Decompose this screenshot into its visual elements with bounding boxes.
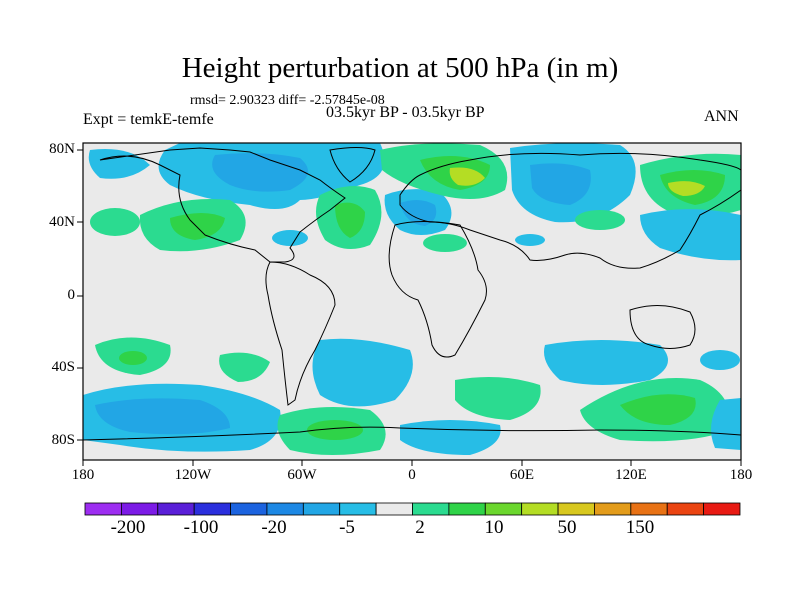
colorbar-label: -200 <box>110 517 146 538</box>
lat-label-80s: 80S <box>51 432 75 448</box>
colorbar-swatch <box>302 502 341 516</box>
contour-region-sio-pos <box>455 376 541 420</box>
colorbar-swatch <box>666 502 705 516</box>
colorbar-label: 2 <box>415 517 425 538</box>
coastline-greenland <box>329 147 376 183</box>
stats-text: rmsd= 2.90323 diff= -2.57845e-08 <box>190 93 385 108</box>
coastline-antarctica <box>83 426 741 441</box>
colorbar-swatch <box>375 502 413 516</box>
lon-label-120e: 120E <box>615 467 647 483</box>
colorbar-swatch <box>230 502 268 516</box>
lon-label-60e: 60E <box>509 467 535 483</box>
colorbar-swatch <box>412 502 450 516</box>
lon-label-0: 0 <box>408 467 416 483</box>
colorbar-swatch <box>193 502 231 516</box>
coastline-south-america <box>265 261 336 406</box>
colorbar-label: 10 <box>484 517 504 538</box>
coastline-north-america <box>99 147 346 263</box>
contour-region-nz-neg <box>700 350 740 370</box>
axis-ticks <box>77 149 742 466</box>
colorbar-swatch <box>448 502 486 516</box>
colorbar-label: 50 <box>557 517 577 538</box>
lat-label-80n: 80N <box>49 141 75 157</box>
contour-region-south-neg-core <box>95 398 230 435</box>
colorbar-swatch <box>521 502 559 516</box>
contour-region-easia-pos-core <box>668 181 705 196</box>
colorbar-swatch <box>266 502 304 516</box>
contour-region-pacific-pos <box>90 208 140 236</box>
contour-region-indoc-pos <box>575 210 625 230</box>
colorbar-swatch <box>84 502 122 516</box>
coastline-australia <box>629 305 696 349</box>
contour-region-antarctic-pos-core <box>307 420 363 440</box>
contour-region-spac-pos-core <box>620 394 696 425</box>
colorbar-label: -5 <box>339 517 355 538</box>
contour-region-midatl-pos <box>423 234 467 252</box>
colorbar-swatch <box>157 502 195 516</box>
contour-region-ross-neg <box>711 398 741 450</box>
colorbar <box>84 502 741 516</box>
contour-region-sp-pos-core <box>119 351 147 365</box>
colorbar-swatch <box>484 502 523 516</box>
coastline-eurasia <box>399 152 741 269</box>
experiment-label: Expt = temkE-temfe <box>83 111 214 128</box>
colorbar-swatch <box>703 502 741 516</box>
lat-label-40s: 40S <box>51 359 75 375</box>
contour-region-eu-neg-core <box>400 199 437 226</box>
lon-label-60w: 60W <box>287 467 317 483</box>
contour-region-sp-neg <box>219 352 270 382</box>
contour-fields <box>83 143 741 455</box>
contour-region-india-neg <box>515 234 545 246</box>
lat-label-40n: 40N <box>49 214 75 230</box>
contour-region-atl-pos-core <box>335 202 365 238</box>
colorbar-swatch <box>339 502 377 516</box>
colorbar-swatch <box>557 502 595 516</box>
contour-region-na-neg-core <box>212 153 308 192</box>
contour-region-satl-neg <box>312 338 413 407</box>
season-label: ANN <box>704 108 739 125</box>
coastlines <box>83 147 741 441</box>
lon-label-180e: 180 <box>729 467 753 483</box>
contour-region-siberia-neg-core <box>530 163 591 205</box>
plot-title: Height perturbation at 500 hPa (in m) <box>181 52 619 84</box>
contour-region-japan-neg <box>640 209 741 261</box>
period-label: 03.5kyr BP - 03.5kyr BP <box>326 104 485 121</box>
colorbar-label: 150 <box>625 517 655 538</box>
colorbar-swatch <box>120 502 159 516</box>
coastline-africa <box>388 221 487 358</box>
contour-region-sio-neg <box>544 340 668 385</box>
lon-label-180w: 180 <box>71 467 95 483</box>
colorbar-label: -100 <box>183 517 219 538</box>
colorbar-label: -20 <box>261 517 287 538</box>
colorbar-swatch <box>594 502 632 516</box>
contour-region-carib-neg <box>272 230 308 246</box>
lon-label-120w: 120W <box>174 467 212 483</box>
contour-region-us-pos-core <box>170 213 225 240</box>
contour-region-scand-pos-core <box>449 167 485 186</box>
colorbar-swatch <box>630 502 668 516</box>
lat-label-eq: 0 <box>67 287 76 303</box>
